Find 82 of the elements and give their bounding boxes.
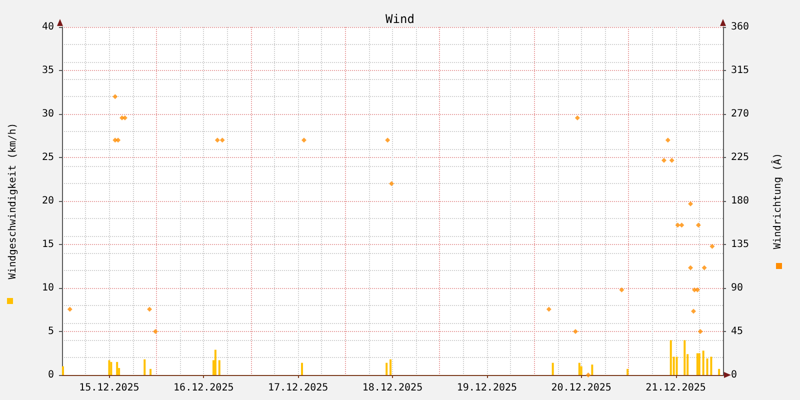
point: [669, 158, 674, 163]
chart-title: Wind: [386, 12, 414, 26]
bar: [62, 366, 64, 375]
y-tick-label: 35: [42, 65, 54, 76]
y-tick-label: 0: [48, 370, 54, 380]
y-tick-label: 25: [42, 152, 54, 163]
bar: [626, 368, 629, 375]
x-tick-label: 15.12.2025: [79, 382, 140, 394]
point: [122, 115, 128, 120]
y-tick-label: 10: [42, 282, 54, 294]
bar: [218, 360, 220, 375]
y2-tick-label: 225: [731, 152, 750, 163]
y2-tick-label: 90: [731, 282, 744, 294]
bar: [670, 340, 672, 375]
point: [710, 244, 715, 249]
point: [389, 181, 394, 186]
point: [619, 287, 624, 292]
point: [214, 138, 220, 143]
bar: [386, 362, 388, 375]
point: [702, 265, 707, 270]
y2-tick-label: 270: [731, 108, 750, 120]
y-tick-label: 20: [42, 196, 54, 206]
bar: [214, 350, 216, 375]
y-tick-label: 15: [42, 239, 54, 250]
point: [679, 222, 684, 228]
bar: [702, 350, 704, 375]
x-tick-label: 21.12.2025: [646, 382, 706, 394]
point: [572, 329, 578, 334]
point: [385, 138, 390, 143]
y-axis-title: Windgeschwindigkeit (km/h): [8, 122, 18, 280]
point: [694, 287, 700, 292]
bar: [580, 366, 582, 375]
bar: [706, 358, 708, 375]
point: [690, 308, 696, 314]
point: [688, 265, 694, 270]
point: [301, 138, 306, 143]
point: [574, 115, 580, 120]
y-tick-label: 30: [42, 108, 54, 120]
y2-axis-title: Windrichtung (Â): [770, 152, 784, 250]
bar: [144, 359, 146, 375]
bar: [578, 362, 580, 375]
bar: [301, 362, 304, 375]
bar: [552, 362, 554, 375]
bar: [150, 368, 152, 375]
point: [112, 94, 118, 100]
bar: [684, 340, 686, 375]
point: [586, 372, 591, 378]
y-tick-label: 40: [42, 22, 54, 32]
point: [152, 329, 158, 334]
point: [546, 306, 552, 312]
point: [696, 222, 701, 228]
x-tick-label: 17.12.2025: [268, 382, 328, 394]
point: [675, 222, 680, 228]
bar: [718, 368, 720, 375]
point: [147, 306, 152, 312]
bar: [710, 356, 712, 375]
y2-tick-label: 45: [731, 326, 744, 337]
point: [67, 306, 72, 312]
bar: [696, 353, 698, 375]
x-tick-label: 18.12.2025: [362, 382, 423, 394]
bar: [591, 364, 594, 375]
y-tick-label: 5: [48, 326, 54, 337]
y2-tick-label: 0: [731, 370, 738, 380]
point: [116, 138, 121, 143]
point: [688, 201, 694, 206]
y2-tick-label: 135: [731, 239, 750, 250]
bar: [390, 359, 392, 375]
x-tick-label: 16.12.2025: [174, 382, 234, 394]
x-tick-label: 19.12.2025: [456, 382, 518, 394]
y2-tick-label: 180: [731, 196, 750, 206]
bar: [108, 360, 110, 375]
y2-tick-label: 315: [731, 65, 750, 76]
bar: [698, 353, 700, 375]
point: [665, 138, 670, 143]
bar: [116, 362, 118, 375]
y2-tick-label: 360: [731, 22, 750, 32]
point: [698, 329, 703, 334]
point: [220, 138, 225, 143]
x-tick-label: 20.12.2025: [551, 382, 612, 394]
bar: [676, 356, 678, 375]
bar: [110, 362, 112, 375]
point: [661, 158, 666, 163]
